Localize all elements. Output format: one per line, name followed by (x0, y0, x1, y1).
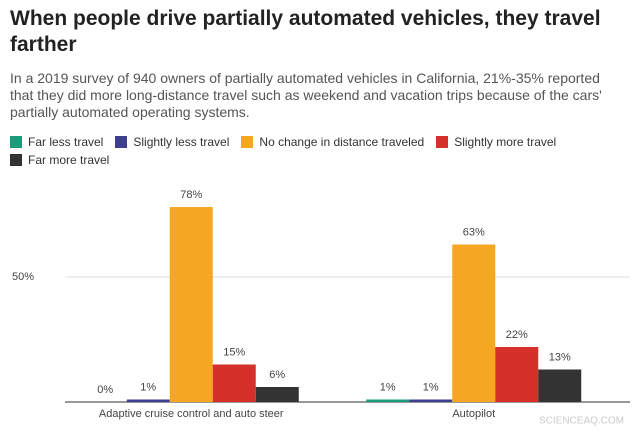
bar (255, 387, 299, 402)
legend-label: Far less travel (28, 135, 104, 149)
legend-swatch (10, 154, 22, 166)
legend-swatch (10, 136, 22, 148)
legend-swatch (241, 136, 254, 148)
chart-subtitle: In a 2019 survey of 940 owners of partia… (10, 70, 602, 120)
data-label: 13% (549, 351, 571, 363)
y-tick-label: 50% (12, 271, 34, 283)
watermark: SCIENCEAQ.COM (539, 416, 624, 427)
legend-label: Slightly more travel (454, 135, 557, 149)
data-label: 1% (423, 381, 439, 393)
data-label: 1% (380, 381, 396, 393)
legend-item: Far less travel (10, 133, 103, 151)
x-tick-label: Autopilot (452, 408, 495, 420)
chart-title: When people drive partially automated ve… (10, 7, 601, 56)
x-tick-label: Adaptive cruise control and auto steer (99, 408, 284, 420)
bar (212, 364, 256, 402)
data-label: 15% (223, 346, 245, 358)
bar (452, 244, 496, 402)
legend-swatch (115, 136, 128, 148)
data-label: 6% (269, 369, 285, 381)
data-label: 0% (97, 384, 113, 396)
data-label: 22% (506, 329, 528, 341)
legend-label: Far more travel (28, 153, 110, 167)
legend-item: Far more travel (10, 151, 109, 169)
bar (409, 399, 453, 402)
legend-swatch (436, 136, 449, 148)
bar (538, 369, 582, 402)
data-label: 78% (180, 189, 202, 201)
bar (366, 399, 410, 402)
bar (126, 399, 170, 402)
bar (169, 207, 213, 402)
bar (495, 347, 539, 402)
legend-item: Slightly more travel (436, 133, 556, 151)
legend-item: No change in distance traveled (241, 133, 424, 151)
legend: Far less travel Slightly less travel No ch… (10, 133, 590, 169)
legend-item: Slightly less travel (115, 133, 229, 151)
legend-label: No change in distance traveled (259, 135, 425, 149)
data-label: 63% (463, 226, 485, 238)
data-label: 1% (140, 381, 156, 393)
legend-label: Slightly less travel (133, 135, 230, 149)
